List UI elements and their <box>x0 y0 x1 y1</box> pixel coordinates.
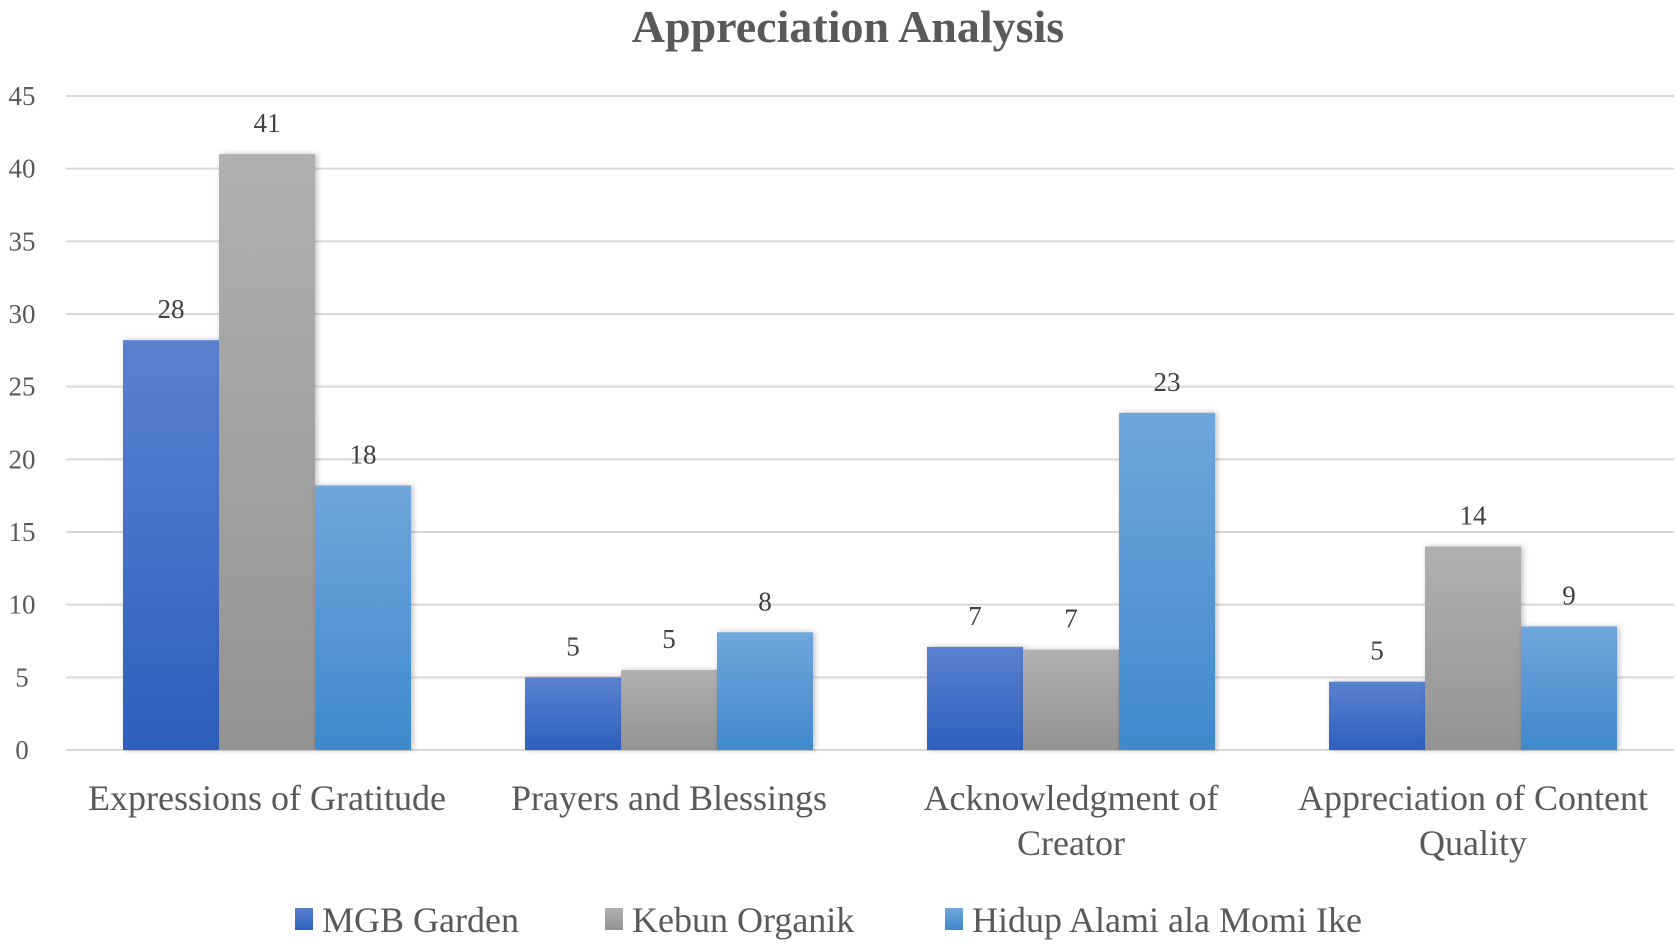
x-tick-label: Acknowledgment of <box>924 778 1219 818</box>
legend-label: MGB Garden <box>322 900 519 940</box>
data-label: 23 <box>1154 367 1181 397</box>
data-label: 8 <box>758 586 772 616</box>
y-tick-label: 45 <box>9 81 36 111</box>
x-tick-label: Expressions of Gratitude <box>88 778 446 818</box>
y-tick-label: 30 <box>9 299 36 329</box>
bar <box>219 154 315 751</box>
x-tick-label: Appreciation of Content <box>1298 778 1648 818</box>
y-tick-label: 35 <box>9 226 36 256</box>
chart-title: Appreciation Analysis <box>632 1 1064 52</box>
bar <box>927 646 1023 750</box>
y-tick-label: 40 <box>9 154 36 184</box>
x-tick-label: Quality <box>1419 823 1527 863</box>
data-label: 41 <box>254 108 281 138</box>
data-label: 5 <box>662 624 676 654</box>
x-tick-label: Creator <box>1017 823 1125 863</box>
bar <box>123 340 219 750</box>
bar <box>717 632 813 750</box>
data-label: 5 <box>566 631 580 661</box>
y-tick-label: 0 <box>15 735 29 765</box>
bar <box>315 485 411 750</box>
data-label: 7 <box>1064 604 1078 634</box>
bar <box>1119 412 1215 750</box>
bar <box>1521 626 1617 750</box>
legend-swatch <box>295 908 313 930</box>
legend-swatch <box>945 908 963 930</box>
y-tick-label: 25 <box>9 372 36 402</box>
legend-label: Kebun Organik <box>632 900 854 940</box>
data-label: 5 <box>1370 636 1384 666</box>
bar <box>1329 681 1425 750</box>
bar <box>1425 546 1521 750</box>
y-tick-label: 10 <box>9 590 36 620</box>
y-tick-label: 20 <box>9 444 36 474</box>
bar <box>621 670 717 750</box>
bar <box>525 677 621 750</box>
y-tick-label: 15 <box>9 517 36 547</box>
legend-swatch <box>605 908 623 930</box>
data-label: 28 <box>158 294 185 324</box>
bar <box>1023 649 1119 750</box>
x-tick-label: Prayers and Blessings <box>511 778 827 818</box>
data-label: 18 <box>350 439 377 469</box>
data-label: 14 <box>1460 501 1488 531</box>
y-tick-label: 5 <box>15 662 29 692</box>
data-label: 9 <box>1562 580 1576 610</box>
data-label: 7 <box>968 601 982 631</box>
legend-label: Hidup Alami ala Momi Ike <box>972 900 1362 940</box>
